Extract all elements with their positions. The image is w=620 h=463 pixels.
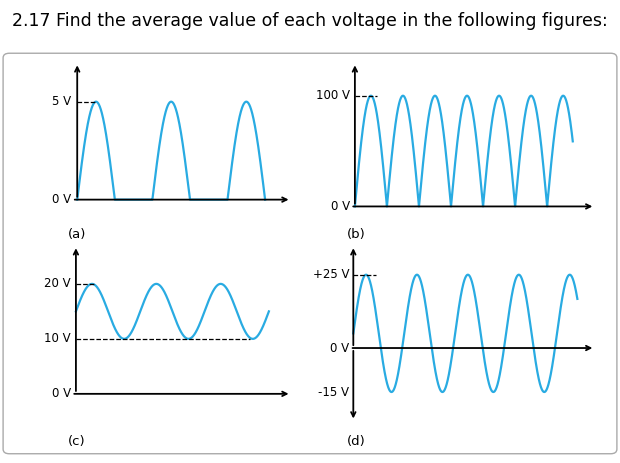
Text: 0 V: 0 V bbox=[330, 342, 349, 355]
Text: (c): (c) bbox=[68, 435, 86, 448]
Text: -15 V: -15 V bbox=[318, 386, 349, 399]
Text: 5 V: 5 V bbox=[52, 95, 71, 108]
Text: (d): (d) bbox=[347, 435, 366, 448]
FancyBboxPatch shape bbox=[3, 53, 617, 454]
Text: +25 V: +25 V bbox=[312, 268, 349, 281]
Text: 0 V: 0 V bbox=[51, 388, 71, 400]
Text: 0 V: 0 V bbox=[330, 200, 350, 213]
Text: (a): (a) bbox=[68, 227, 87, 240]
Text: 10 V: 10 V bbox=[44, 332, 71, 345]
Text: 2.17 Find the average value of each voltage in the following figures:: 2.17 Find the average value of each volt… bbox=[12, 12, 608, 30]
Text: 100 V: 100 V bbox=[316, 89, 350, 102]
Text: 20 V: 20 V bbox=[44, 277, 71, 290]
Text: 0 V: 0 V bbox=[52, 193, 71, 206]
Text: (b): (b) bbox=[347, 227, 366, 240]
